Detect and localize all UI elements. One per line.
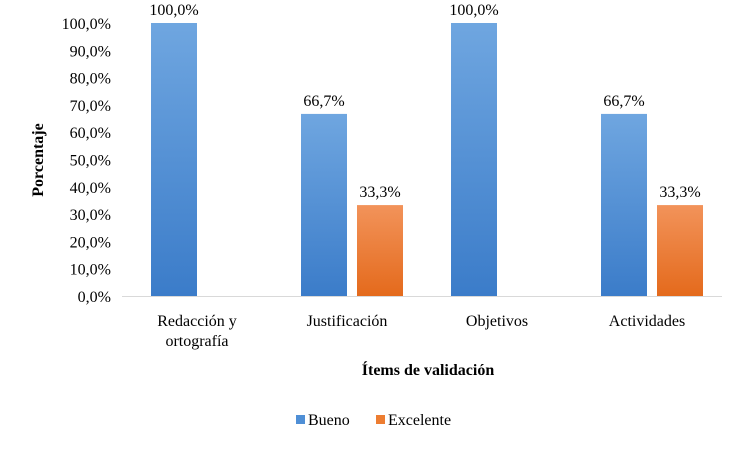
data-label: 100,0% (449, 2, 498, 19)
data-label: 100,0% (149, 2, 198, 19)
x-tick-label: Justificación (307, 313, 388, 330)
y-tick-label: 70,0% (70, 98, 111, 115)
y-tick-label: 60,0% (70, 125, 111, 142)
x-tick-label: Objetivos (466, 313, 528, 330)
legend: Bueno Excelente (296, 412, 451, 429)
x-tick-label: ortografía (165, 333, 228, 350)
legend-swatch-excelente (376, 415, 385, 424)
x-axis-title: Ítems de validación (362, 360, 495, 379)
legend-swatch-bueno (296, 415, 305, 424)
data-label: 33,3% (659, 184, 700, 201)
y-tick-label: 20,0% (70, 234, 111, 251)
y-tick-label: 100,0% (62, 16, 111, 33)
plot-area: 0,0% 10,0% 20,0% 30,0% 40,0% 50,0% 60,0% 70,0% 8… (62, 2, 722, 350)
bar-bueno (451, 23, 497, 296)
y-tick-label: 30,0% (70, 207, 111, 224)
y-tick-label: 10,0% (70, 262, 111, 279)
y-tick-label: 50,0% (70, 153, 111, 170)
legend-label-bueno: Bueno (308, 412, 350, 429)
bar-bueno (151, 23, 197, 296)
x-tick-label: Redacción y (157, 313, 237, 330)
data-label: 33,3% (359, 184, 400, 201)
bar-excelente (357, 205, 403, 296)
data-label: 66,7% (603, 93, 644, 110)
bar-bueno (601, 113, 647, 296)
y-tick-label: 80,0% (70, 71, 111, 88)
x-tick-label: Actividades (609, 313, 685, 330)
legend-label-excelente: Excelente (388, 412, 451, 429)
y-tick-label: 0,0% (78, 289, 111, 306)
bar-excelente (657, 205, 703, 296)
bar-bueno (301, 113, 347, 296)
y-tick-label: 90,0% (70, 43, 111, 60)
data-label: 66,7% (303, 93, 344, 110)
y-axis-title: Porcentaje (30, 123, 47, 196)
y-tick-label: 40,0% (70, 180, 111, 197)
